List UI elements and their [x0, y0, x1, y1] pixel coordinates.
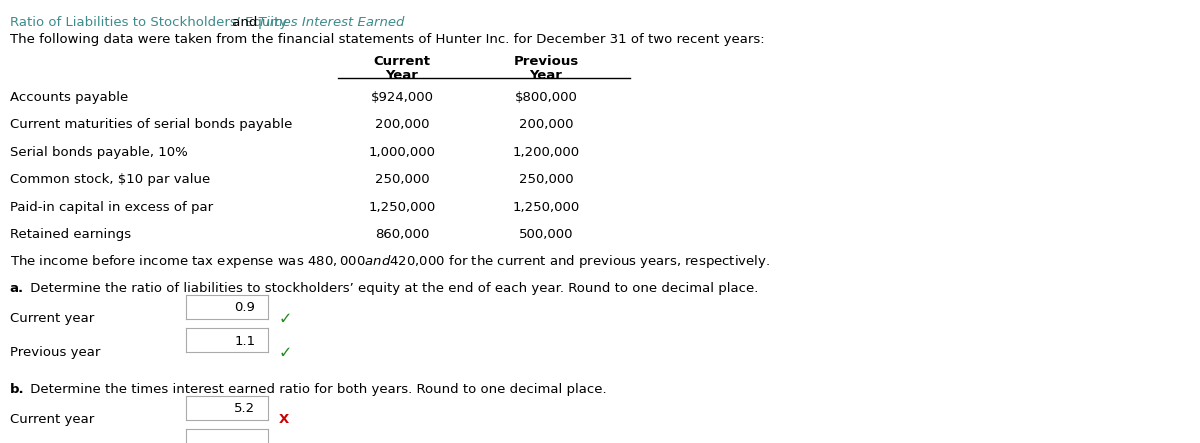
Text: Year: Year	[385, 69, 419, 82]
Text: b.: b.	[10, 383, 24, 396]
Text: Previous: Previous	[514, 55, 578, 68]
Text: Determine the times interest earned ratio for both years. Round to one decimal p: Determine the times interest earned rati…	[26, 383, 607, 396]
Text: Paid-in capital in excess of par: Paid-in capital in excess of par	[10, 201, 212, 214]
Text: 1.1: 1.1	[234, 335, 256, 348]
Text: Current year: Current year	[10, 413, 94, 426]
Text: ✓: ✓	[278, 312, 292, 327]
Text: Serial bonds payable, 10%: Serial bonds payable, 10%	[10, 146, 187, 159]
Text: a.: a.	[10, 282, 24, 295]
Text: 200,000: 200,000	[518, 118, 574, 131]
Text: ✓: ✓	[278, 346, 292, 361]
Text: Previous year: Previous year	[10, 346, 100, 358]
Text: $924,000: $924,000	[371, 91, 433, 104]
Text: Common stock, $10 par value: Common stock, $10 par value	[10, 173, 210, 186]
Text: and: and	[228, 16, 262, 28]
Text: 250,000: 250,000	[518, 173, 574, 186]
Text: 0.9: 0.9	[234, 302, 256, 315]
Text: 200,000: 200,000	[374, 118, 430, 131]
Text: Times Interest Earned: Times Interest Earned	[258, 16, 404, 28]
Text: Accounts payable: Accounts payable	[10, 91, 128, 104]
Text: 1,000,000: 1,000,000	[368, 146, 436, 159]
Text: Current: Current	[373, 55, 431, 68]
Text: Year: Year	[529, 69, 563, 82]
Text: 1,250,000: 1,250,000	[368, 201, 436, 214]
Text: Current maturities of serial bonds payable: Current maturities of serial bonds payab…	[10, 118, 292, 131]
Text: 1,200,000: 1,200,000	[512, 146, 580, 159]
Text: Current year: Current year	[10, 312, 94, 325]
Text: Determine the ratio of liabilities to stockholders’ equity at the end of each ye: Determine the ratio of liabilities to st…	[26, 282, 758, 295]
Text: X: X	[278, 413, 289, 426]
Text: 500,000: 500,000	[518, 228, 574, 241]
Text: The following data were taken from the financial statements of Hunter Inc. for D: The following data were taken from the f…	[10, 33, 764, 46]
Text: 1,250,000: 1,250,000	[512, 201, 580, 214]
Text: Retained earnings: Retained earnings	[10, 228, 131, 241]
Text: The income before income tax expense was $480,000 and $420,000 for the current a: The income before income tax expense was…	[10, 253, 769, 270]
Text: 250,000: 250,000	[374, 173, 430, 186]
Text: Ratio of Liabilities to Stockholders’ Equity: Ratio of Liabilities to Stockholders’ Eq…	[10, 16, 287, 28]
Text: 860,000: 860,000	[374, 228, 430, 241]
Text: $800,000: $800,000	[515, 91, 577, 104]
Text: 5.2: 5.2	[234, 403, 256, 416]
